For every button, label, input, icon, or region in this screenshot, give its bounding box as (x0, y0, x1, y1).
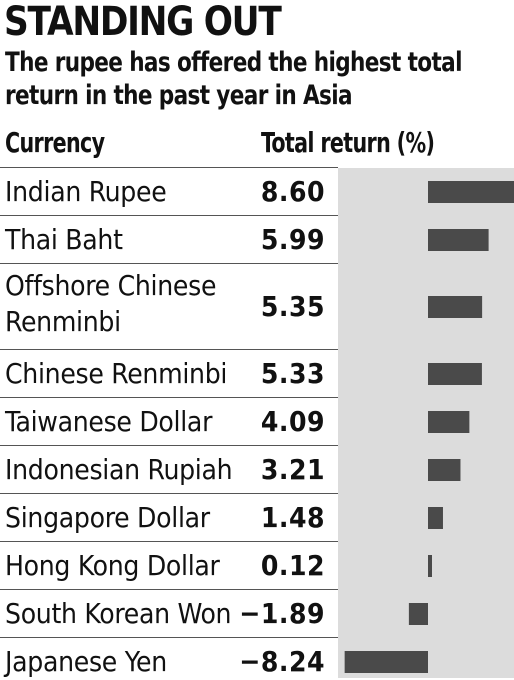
bar-panel-background (338, 168, 514, 678)
return-value: 8.60 (260, 175, 325, 208)
return-value: 5.99 (260, 223, 325, 256)
bar-offshore-chinese-renminbi (428, 296, 483, 318)
row-divider (0, 349, 338, 350)
return-value: 1.48 (260, 501, 325, 534)
return-value: −1.89 (239, 597, 325, 630)
row-divider (0, 263, 338, 264)
row-divider (0, 215, 338, 216)
return-value: 0.12 (260, 549, 325, 582)
currency-label: Indian Rupee (5, 175, 167, 208)
bar-japanese-yen (344, 651, 428, 673)
column-header-total-return: Total return (%) (261, 126, 435, 159)
currency-label: Hong Kong Dollar (5, 549, 220, 582)
currency-label: Taiwanese Dollar (5, 405, 213, 438)
bar-indian-rupee (428, 181, 514, 203)
currency-label: Indonesian Rupiah (5, 453, 233, 486)
column-header-currency: Currency (5, 126, 105, 159)
row-divider (0, 445, 338, 446)
currency-label: Offshore Chinese Renminbi (5, 269, 217, 338)
row-divider (0, 637, 338, 638)
currency-label: South Korean Won (5, 597, 232, 630)
return-value: 5.33 (260, 357, 325, 390)
return-value: 3.21 (260, 453, 325, 486)
bar-south-korean-won (408, 603, 428, 625)
return-value: 4.09 (260, 405, 325, 438)
row-divider (0, 397, 338, 398)
row-divider (0, 589, 338, 590)
bar-thai-baht (428, 229, 489, 251)
row-divider (0, 493, 338, 494)
bar-hong-kong-dollar (428, 555, 432, 577)
subtitle-line-1: The rupee has offered the highest total (5, 47, 462, 78)
chart-subtitle: The rupee has offered the highest total … (5, 46, 501, 112)
bar-singapore-dollar (428, 507, 443, 529)
bar-taiwanese-dollar (428, 411, 470, 433)
currency-label: Chinese Renminbi (5, 357, 228, 390)
currency-label: Thai Baht (5, 223, 123, 256)
bar-indonesian-rupiah (428, 459, 461, 481)
chart-title: STANDING OUT (4, 0, 282, 45)
header-divider (0, 167, 338, 168)
row-divider (0, 541, 338, 542)
currency-label: Singapore Dollar (5, 501, 210, 534)
bar-chinese-renminbi (428, 363, 482, 385)
return-value: 5.35 (260, 290, 325, 323)
subtitle-line-2: return in the past year in Asia (5, 80, 353, 111)
